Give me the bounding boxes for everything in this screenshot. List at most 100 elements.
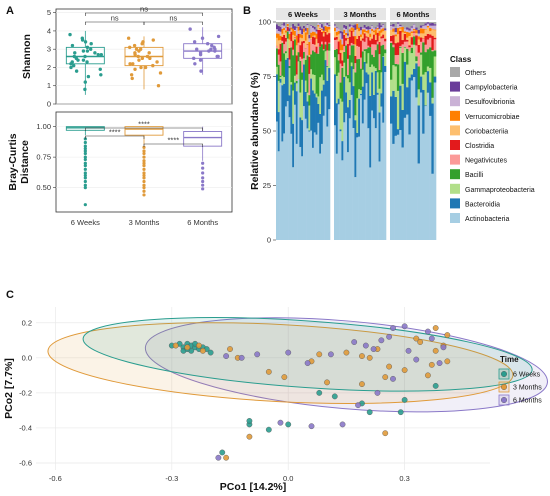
- abundance-segment: [356, 22, 359, 23]
- panel-label-b: B: [243, 5, 251, 17]
- pcoa-point: [285, 349, 292, 356]
- abundance-segment: [313, 52, 316, 75]
- abundance-segment: [352, 36, 355, 45]
- abundance-segment: [292, 123, 295, 168]
- abundance-segment: [299, 30, 302, 35]
- abundance-segment: [322, 80, 325, 85]
- abundance-segment: [281, 22, 284, 25]
- abundance-segment: [401, 40, 405, 45]
- shannon-significance-bracket: [143, 21, 203, 25]
- abundance-segment: [306, 34, 309, 45]
- abundance-segment: [376, 25, 379, 27]
- abundance-segment: [315, 93, 318, 98]
- shannon-point: [83, 40, 88, 44]
- shannon-point: [133, 67, 137, 71]
- abundance-segment: [315, 134, 318, 240]
- pcoa-point: [328, 351, 334, 358]
- shannon-point: [151, 38, 155, 42]
- abundance-segment: [292, 55, 295, 91]
- abundance-segment: [345, 32, 348, 36]
- shannon-point: [68, 32, 72, 37]
- shannon-point: [147, 51, 151, 55]
- abundance-segment: [310, 25, 313, 33]
- abundance-segment: [352, 31, 355, 37]
- abundance-segment: [343, 77, 346, 123]
- abundance-segment: [328, 42, 331, 44]
- abundance-segment: [399, 26, 402, 28]
- abundance-segment: [295, 74, 298, 81]
- abundance-y-axis-title: Relative abundance (%): [249, 72, 261, 190]
- abundance-segment: [369, 33, 372, 37]
- abundance-segment: [279, 39, 282, 44]
- pcoa-legend-title: Time: [500, 355, 519, 364]
- abundance-segment: [292, 40, 295, 50]
- abundance-segment: [403, 33, 407, 42]
- abundance-segment: [361, 123, 365, 240]
- abundance-segment: [299, 56, 302, 61]
- abundance-segment: [310, 32, 313, 38]
- shannon-point: [74, 69, 79, 73]
- abundance-segment: [350, 25, 353, 28]
- abundance-segment: [419, 76, 423, 93]
- abundance-segment: [415, 33, 418, 36]
- abundance-segment: [382, 28, 385, 32]
- abundance-segment: [306, 44, 309, 45]
- abundance-segment: [290, 41, 293, 48]
- abundance-segment: [417, 105, 421, 164]
- abundance-segment: [369, 67, 372, 96]
- abundance-segment: [317, 122, 320, 240]
- abundance-segment: [369, 28, 372, 34]
- abundance-segment: [396, 129, 400, 135]
- abundance-segment: [294, 30, 297, 36]
- pcoa-point: [359, 353, 365, 359]
- abundance-segment: [429, 47, 432, 68]
- abundance-segment: [328, 50, 331, 69]
- abundance-segment: [297, 61, 300, 80]
- abundance-segment: [294, 82, 297, 105]
- abundance-segment: [373, 22, 376, 29]
- abundance-segment: [399, 30, 402, 46]
- abundance-segment: [304, 30, 307, 33]
- abundance-segment: [348, 36, 352, 46]
- abundance-segment: [326, 26, 329, 33]
- abundance-segment: [403, 29, 407, 32]
- abundance-segment: [361, 69, 365, 87]
- abundance-segment: [288, 117, 291, 240]
- abundance-segment: [292, 28, 295, 35]
- abundance-segment: [308, 38, 311, 43]
- abundance-segment: [339, 30, 342, 34]
- pcoa-point: [196, 342, 202, 349]
- abundance-segment: [317, 29, 320, 44]
- abundance-segment: [417, 163, 421, 240]
- pcoa-point: [324, 379, 330, 386]
- abundance-segment: [410, 37, 414, 45]
- pcoa-y-axis-title: PCo2 [7.7%]: [3, 358, 15, 419]
- abundance-segment: [297, 22, 300, 24]
- abundance-segment: [380, 45, 383, 73]
- abundance-segment: [376, 32, 379, 42]
- abundance-legend-label: Others: [465, 70, 487, 77]
- abundance-segment: [345, 40, 348, 46]
- abundance-segment: [360, 22, 363, 27]
- abundance-segment: [285, 22, 288, 28]
- abundance-segment: [276, 24, 279, 30]
- pcoa-point: [370, 346, 377, 352]
- abundance-segment: [334, 125, 337, 240]
- abundance-segment: [295, 55, 298, 75]
- abundance-segment: [396, 64, 400, 91]
- abundance-segment: [334, 25, 337, 28]
- chart-bray: 0.50 0.75 1.00 6 Weeks 3 Months 6 Months **** *…: [7, 111, 233, 227]
- bray-significance-bracket: [85, 135, 145, 139]
- abundance-segment: [277, 54, 280, 65]
- abundance-segment: [283, 53, 286, 78]
- abundance-segment: [306, 44, 309, 56]
- shannon-point: [99, 52, 104, 57]
- abundance-segment: [312, 74, 315, 91]
- abundance-segment: [281, 25, 284, 29]
- abundance-segment: [396, 22, 400, 24]
- abundance-segment: [350, 66, 353, 95]
- abundance-segment: [390, 22, 393, 26]
- abundance-segment: [365, 63, 368, 73]
- abundance-segment: [328, 29, 331, 34]
- abundance-segment: [337, 72, 340, 99]
